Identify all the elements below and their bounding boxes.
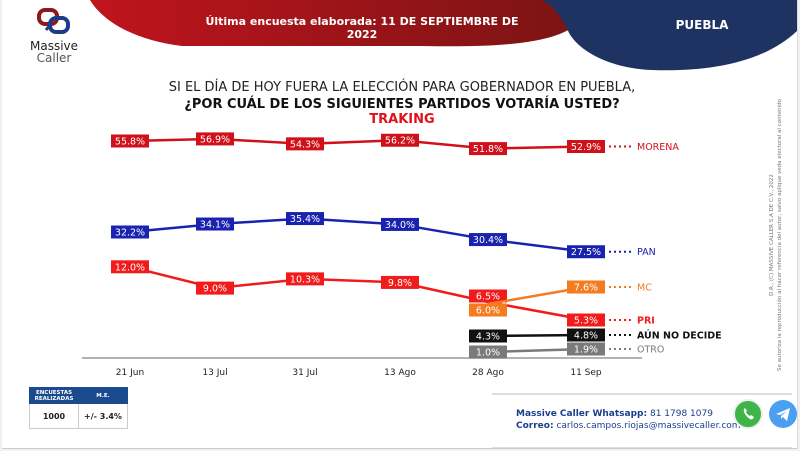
data-label: 5.3% — [574, 316, 598, 327]
data-label-box — [469, 329, 507, 343]
question-line-2: ¿POR CUÁL DE LOS SIGUIENTES PARTIDOS VOT… — [184, 97, 620, 112]
data-label-box — [111, 134, 149, 148]
data-label: 4.3% — [476, 332, 500, 343]
data-label: 56.9% — [200, 134, 230, 145]
massive-caller-logo: Massive Caller — [24, 8, 84, 64]
data-label: 7.6% — [574, 283, 598, 294]
data-label-box — [381, 133, 419, 147]
survey-stats-table: ENCUESTAS REALIZADAS M.E. 1000 +/- 3.4% — [29, 387, 128, 429]
data-label: 30.4% — [473, 235, 503, 246]
data-label: 12.0% — [115, 262, 145, 273]
legend-label: PRI — [637, 316, 655, 327]
header-banner — [90, 0, 797, 71]
last-survey-date: Última encuesta elaborada: 11 DE SEPTIEM… — [205, 15, 519, 41]
email-address[interactable]: carlos.campos.riojas@massivecaller.com — [556, 421, 741, 431]
data-label: 6.0% — [476, 306, 500, 317]
legend-label: PAN — [637, 247, 656, 258]
chart-title: TRAKING — [369, 112, 435, 127]
whatsapp-icon[interactable] — [733, 399, 763, 429]
x-tick-label: 13 Jul — [202, 368, 227, 378]
data-label-box — [196, 217, 234, 231]
contact-info: Massive Caller Whatsapp: 81 1798 1079 Co… — [516, 408, 741, 432]
data-label: 56.2% — [385, 136, 415, 147]
data-label-box — [469, 289, 507, 303]
x-tick-label: 11 Sep — [570, 368, 602, 378]
copyright-line-2: Se autoriza la reproducción al hacer ref… — [777, 99, 783, 371]
logo-text-2: Caller — [36, 51, 72, 65]
data-label-box — [196, 132, 234, 146]
data-label-box — [286, 212, 324, 226]
question-line-1: SI EL DÍA DE HOY FUERA LA ELECCIÓN PARA … — [168, 80, 636, 95]
x-tick-label: 28 Ago — [472, 368, 504, 378]
data-label-box — [286, 272, 324, 286]
data-label-box — [381, 275, 419, 289]
data-label-box — [567, 328, 605, 342]
data-label-box — [111, 225, 149, 239]
data-label: 54.3% — [290, 139, 320, 150]
data-label: 52.9% — [571, 142, 601, 153]
legend-label: AÚN NO DECIDE — [637, 330, 722, 342]
data-label-box — [469, 303, 507, 317]
stats-surveys-value: 1000 — [29, 403, 79, 429]
copyright-notice: D.R., (C) MASSIVE CALLER S.A DE C.V., 20… — [768, 85, 784, 385]
data-label: 51.8% — [473, 144, 503, 155]
data-label: 1.0% — [476, 348, 500, 359]
data-label: 6.5% — [476, 292, 500, 303]
copyright-line-1: D.R., (C) MASSIVE CALLER S.A DE C.V., 20… — [769, 174, 775, 296]
data-label-box — [111, 260, 149, 274]
whatsapp-number[interactable]: 81 1798 1079 — [649, 409, 713, 419]
navy-banner — [542, 0, 797, 71]
data-label-box — [567, 140, 605, 154]
data-label: 34.0% — [385, 220, 415, 231]
data-label-box — [567, 280, 605, 294]
data-label: 35.4% — [290, 214, 320, 225]
legend-label: MC — [637, 283, 652, 294]
data-label-box — [469, 233, 507, 247]
data-label: 32.2% — [115, 228, 145, 239]
data-label: 55.8% — [115, 137, 145, 148]
data-label-box — [567, 313, 605, 327]
stats-header-margin: M.E. — [78, 387, 128, 404]
telegram-icon[interactable] — [769, 400, 797, 428]
x-tick-label: 21 Jun — [116, 368, 144, 378]
data-label-box — [381, 217, 419, 231]
data-label: 34.1% — [200, 220, 230, 231]
legend-label: OTRO — [637, 345, 664, 356]
data-label: 9.0% — [203, 284, 227, 295]
legend-label: MORENA — [637, 142, 679, 153]
tracking-chart: 21 Jun 13 Jul 31 Jul 13 Ago 28 Ago 11 Sep 55.8… — [82, 132, 722, 378]
data-label: 4.8% — [574, 331, 598, 342]
data-label-box — [469, 142, 507, 156]
data-label-box — [196, 281, 234, 295]
state-label: PUEBLA — [675, 18, 729, 32]
footer-divider-top — [492, 393, 792, 395]
logo-icon — [37, 8, 70, 34]
footer-divider-bottom — [492, 447, 792, 448]
logo-text-1: Massive — [29, 39, 79, 53]
data-label-box — [567, 342, 605, 356]
data-label: 9.8% — [388, 278, 412, 289]
red-banner — [90, 0, 582, 47]
whatsapp-label: Massive Caller Whatsapp: — [516, 409, 648, 419]
data-label: 10.3% — [290, 274, 320, 285]
data-label: 1.9% — [574, 345, 598, 356]
x-tick-label: 13 Ago — [384, 368, 416, 378]
stats-header-surveys: ENCUESTAS REALIZADAS — [29, 387, 79, 404]
stats-margin-value: +/- 3.4% — [78, 403, 128, 429]
data-label-box — [286, 137, 324, 151]
email-label: Correo: — [516, 421, 554, 431]
data-label-box — [469, 345, 507, 359]
x-tick-label: 31 Jul — [292, 368, 317, 378]
data-label-box — [567, 245, 605, 259]
data-label: 27.5% — [571, 247, 601, 258]
